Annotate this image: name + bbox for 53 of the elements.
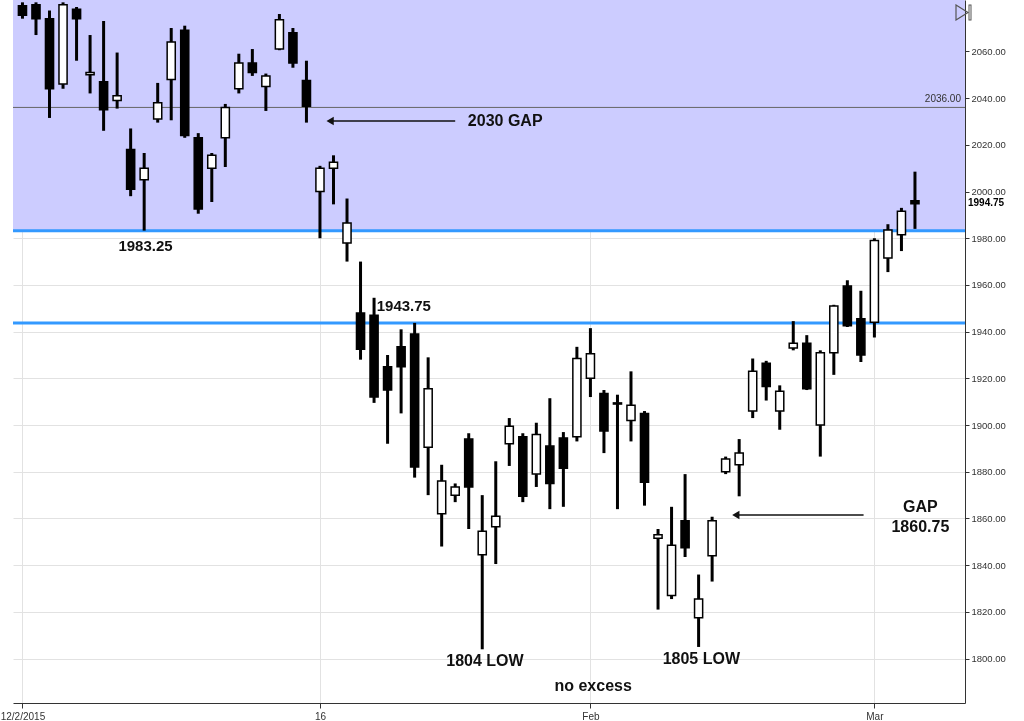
candlestick — [490, 461, 501, 566]
y-tick-label: 1820.00 — [971, 606, 1006, 618]
y-tick-label: 1860.00 — [971, 512, 1006, 524]
y-tick-label: 1960.00 — [971, 279, 1006, 291]
ref-line-label: 1983.25 — [118, 236, 173, 254]
x-tick-label: Feb — [582, 710, 600, 721]
y-tick-label: 2000.00 — [971, 186, 1006, 198]
x-tick-label: 12/2/2015 — [0, 710, 46, 721]
ref-line-label: 1943.75 — [376, 296, 431, 314]
candlestick — [693, 574, 704, 647]
y-tick-label: 2060.00 — [971, 45, 1006, 57]
annotation: no excess — [554, 677, 632, 694]
y-tick-label: 1900.00 — [971, 419, 1006, 431]
candlestick — [896, 206, 907, 253]
candlestick — [31, 2, 41, 37]
x-tick-label: 16 — [314, 710, 327, 721]
annotation: 1804 LOW — [446, 652, 525, 669]
y-tick-label: 1940.00 — [971, 326, 1006, 338]
candlestick — [247, 49, 258, 76]
y-tick-label: 1980.00 — [971, 232, 1006, 244]
candlestick — [342, 198, 352, 262]
y-tick-label: 1840.00 — [971, 559, 1006, 571]
x-tick-label: Mar — [866, 710, 885, 721]
candlestick — [734, 439, 744, 497]
annotation: 1805 LOW — [662, 650, 741, 667]
candlestick — [396, 329, 406, 414]
annotation: GAP 1860.75 — [891, 498, 950, 535]
y-tick-label: 2040.00 — [971, 92, 1006, 104]
y-tick-label: 1920.00 — [971, 372, 1006, 384]
candlestick — [910, 171, 920, 229]
y-tick-label: 1880.00 — [971, 466, 1006, 478]
text: 1994.75 — [968, 197, 1005, 208]
candlestick — [315, 164, 325, 240]
candlestick — [382, 355, 393, 444]
y-tick-label: 1800.00 — [971, 653, 1006, 665]
candlestick — [450, 483, 460, 504]
ref-line-label: 2036.00 — [924, 93, 962, 105]
candlestick — [626, 371, 636, 442]
candlestick — [761, 359, 772, 401]
candlestick — [152, 81, 163, 123]
candlestick — [112, 52, 122, 109]
candlestick — [774, 385, 785, 430]
candlestick — [653, 529, 663, 610]
candlestick — [206, 152, 217, 203]
candlestick — [504, 418, 515, 466]
candlestick — [477, 495, 488, 650]
candlestick — [139, 152, 149, 231]
candlestick — [612, 394, 623, 511]
annotation: 2030 GAP — [467, 112, 543, 129]
y-tick-label: 2020.00 — [971, 139, 1006, 151]
candlestick — [788, 321, 799, 351]
candlestick — [328, 155, 339, 205]
candlestick — [261, 73, 271, 111]
